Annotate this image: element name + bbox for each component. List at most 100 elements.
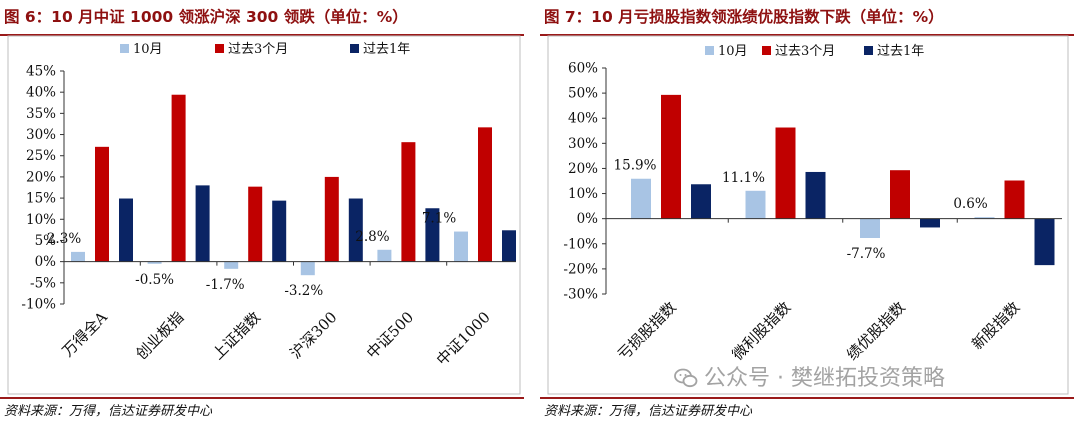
legend-swatch bbox=[762, 46, 771, 55]
bar bbox=[195, 185, 210, 262]
figure-6: 图 6：10 月中证 1000 领涨沪深 300 领跌（单位：%） 10月 过去3… bbox=[0, 0, 530, 421]
bar bbox=[775, 127, 796, 219]
bar bbox=[147, 261, 162, 264]
y-tick-label: 30% bbox=[568, 136, 598, 152]
chart-7: 10月 过去3个月 过去1年 60% 50% 40% 30% 20% 10% 0% -10% -20%… bbox=[547, 35, 1069, 395]
legend-swatch bbox=[215, 44, 224, 53]
watermark: 公众号 · 樊继拓投资策略 bbox=[674, 360, 945, 392]
source-divider bbox=[0, 397, 524, 399]
bar bbox=[119, 198, 133, 262]
y-tick-label: 40% bbox=[26, 85, 56, 101]
y-tick-label: -20% bbox=[563, 261, 598, 277]
y-tick-label: 25% bbox=[26, 148, 56, 164]
bar bbox=[95, 146, 109, 262]
y-tick-label: 15% bbox=[26, 191, 56, 207]
y-tick-label: 0% bbox=[577, 211, 599, 227]
legend-label: 过去3个月 bbox=[775, 44, 835, 59]
bar bbox=[248, 186, 263, 262]
bar bbox=[324, 176, 339, 262]
legend-swatch bbox=[864, 46, 873, 55]
y-tick-label: -10% bbox=[563, 236, 598, 252]
chart-frame bbox=[547, 35, 1069, 395]
source-divider bbox=[540, 397, 1074, 399]
figure-title: 图 7：10 月亏损股指数领涨绩优股指数下跌（单位：%） bbox=[544, 8, 944, 26]
data-label: 11.1% bbox=[722, 170, 765, 186]
y-tick-label: 45% bbox=[26, 64, 56, 80]
data-label: 7.1% bbox=[422, 211, 456, 227]
legend-swatch bbox=[705, 46, 714, 55]
category-label: 创业板指 bbox=[132, 308, 187, 363]
bar bbox=[377, 249, 392, 262]
bar bbox=[890, 170, 910, 219]
figure-7: 图 7：10 月亏损股指数领涨绩优股指数下跌（单位：%） 10月 过去3个月 过去1… bbox=[540, 0, 1080, 421]
y-tick-label: 10% bbox=[568, 186, 598, 202]
y-tick-label: 50% bbox=[568, 86, 598, 102]
category-label: 微利股指数 bbox=[729, 298, 795, 364]
legend-label: 10月 bbox=[133, 42, 163, 57]
bar bbox=[631, 178, 651, 219]
y-tick-label: -30% bbox=[563, 287, 598, 303]
bar bbox=[974, 217, 995, 219]
bar bbox=[860, 218, 880, 239]
bar bbox=[661, 94, 681, 219]
data-label: 15.9% bbox=[614, 158, 657, 174]
bar bbox=[425, 208, 440, 262]
title-divider bbox=[540, 34, 1074, 36]
bar bbox=[1034, 218, 1055, 266]
bar bbox=[224, 261, 239, 269]
bar bbox=[272, 200, 287, 262]
y-tick-label: 20% bbox=[26, 169, 56, 185]
y-tick-label: 30% bbox=[26, 127, 56, 143]
figure-title: 图 6：10 月中证 1000 领涨沪深 300 领跌（单位：%） bbox=[4, 8, 408, 26]
legend-swatch bbox=[120, 44, 129, 53]
data-label: 0.6% bbox=[953, 196, 987, 212]
category-label: 中证1000 bbox=[433, 308, 494, 369]
y-tick-label: 60% bbox=[568, 61, 598, 77]
category-label: 中证500 bbox=[363, 308, 417, 362]
bar bbox=[454, 231, 468, 262]
y-tick-label: 20% bbox=[568, 161, 598, 177]
data-label: -1.7% bbox=[206, 277, 245, 293]
category-label: 绩优股指数 bbox=[843, 298, 909, 364]
category-label: 万得全A bbox=[59, 308, 111, 360]
legend-label: 过去3个月 bbox=[228, 42, 288, 57]
data-label: 2.8% bbox=[355, 229, 389, 245]
data-label: -0.5% bbox=[135, 272, 174, 288]
bar bbox=[805, 171, 826, 219]
bar bbox=[401, 142, 416, 262]
y-tick-label: 40% bbox=[568, 111, 598, 127]
category-label: 上证指数 bbox=[209, 308, 264, 363]
chart-6: 10月 过去3个月 过去1年 45% 40% 35% 30% 25% 20% 15% 10% 5% 0%… bbox=[7, 35, 521, 395]
bar bbox=[171, 94, 186, 262]
y-tick-label: 35% bbox=[26, 106, 56, 122]
y-tick-label: 5% bbox=[35, 233, 57, 249]
wechat-icon bbox=[674, 368, 698, 388]
data-label: -7.7% bbox=[847, 246, 886, 262]
source-note: 资料来源：万得，信达证券研发中心 bbox=[4, 404, 213, 419]
bar bbox=[502, 230, 516, 262]
bar bbox=[300, 261, 315, 276]
y-tick-label: 10% bbox=[26, 212, 56, 228]
bar bbox=[478, 127, 492, 262]
chart-frame bbox=[7, 35, 521, 395]
bar bbox=[745, 190, 766, 219]
legend-label: 过去1年 bbox=[363, 42, 410, 57]
data-label: -3.2% bbox=[284, 283, 323, 299]
data-label: 2.3% bbox=[47, 231, 81, 247]
bar bbox=[348, 198, 363, 262]
y-tick-label: -10% bbox=[21, 297, 56, 313]
title-divider bbox=[0, 34, 524, 36]
category-label: 新股指数 bbox=[968, 298, 1023, 353]
legend-swatch bbox=[350, 44, 359, 53]
bar bbox=[920, 218, 940, 228]
watermark-text: 公众号 · 樊继拓投资策略 bbox=[704, 366, 945, 391]
category-label: 亏损股指数 bbox=[614, 298, 680, 364]
bar bbox=[1004, 180, 1025, 219]
y-tick-label: -5% bbox=[30, 275, 56, 291]
bar bbox=[71, 251, 85, 262]
y-tick-label: 0% bbox=[35, 254, 57, 270]
legend-label: 过去1年 bbox=[877, 44, 924, 59]
legend-label: 10月 bbox=[718, 44, 748, 59]
bar bbox=[691, 184, 711, 219]
category-label: 沪深300 bbox=[286, 308, 340, 362]
